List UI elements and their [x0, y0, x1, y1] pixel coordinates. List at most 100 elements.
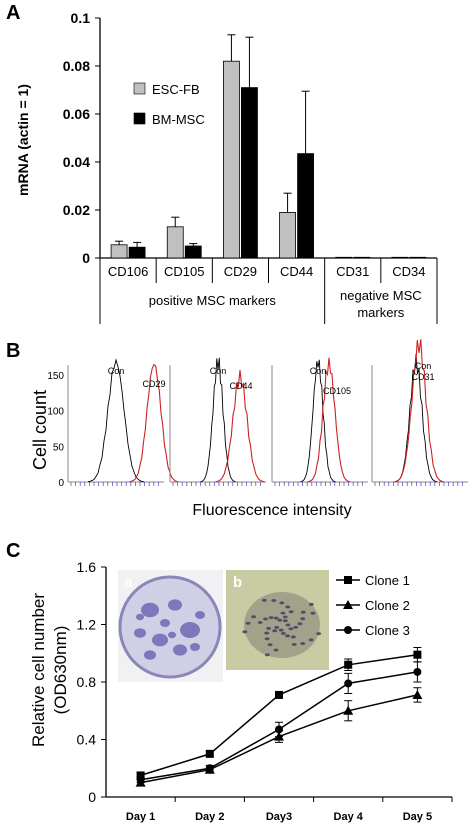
cell-dot — [300, 642, 306, 645]
cell-dot — [277, 618, 283, 622]
group-label-negative: markers — [357, 305, 404, 320]
cell-dot — [278, 628, 284, 632]
colony-blob — [141, 602, 159, 618]
bar — [241, 87, 258, 259]
marker-circle — [205, 764, 214, 773]
cell-dot — [273, 616, 279, 620]
x-tick-label: Day 1 — [126, 811, 155, 823]
marker-histogram-curve — [215, 370, 265, 483]
colony-blob — [144, 650, 156, 660]
cell-dot — [293, 625, 299, 629]
legend-label: BM-MSC — [152, 112, 205, 127]
marker-circle — [344, 679, 353, 688]
y-tick-label: 0.08 — [63, 58, 90, 74]
bar — [391, 256, 409, 259]
marker-label: CD105 — [323, 386, 351, 396]
y-axis-label: Cell count — [30, 390, 50, 470]
legend-swatch — [133, 112, 146, 125]
x-axis-label: Fluorescence intensity — [192, 502, 351, 519]
cell-dot — [291, 643, 297, 646]
cell-dot — [288, 627, 294, 631]
marker-label: CD31 — [411, 372, 434, 382]
colony-blob — [180, 622, 200, 638]
bar-chart-mrna: mRNA (actin = 1) 0 0.02 0.04 0.06 0.08 0.1 ES… — [15, 10, 438, 324]
colony-blob — [168, 631, 176, 639]
cell-dot — [274, 625, 280, 629]
cell-dot — [282, 615, 288, 619]
x-tick-label: Day3 — [266, 811, 292, 823]
axes: 0 0.4 0.8 1.2 1.6 Day 1 Day 2 Day3 Day 4 Day 5 — [77, 559, 453, 823]
marker-circle — [413, 667, 422, 676]
cell-dot — [285, 623, 291, 627]
control-label: Con — [108, 366, 125, 376]
cell-dot — [264, 653, 270, 657]
colony-blob — [173, 644, 187, 656]
marker-circle — [275, 725, 283, 734]
y-tick-label: 0.06 — [63, 106, 90, 122]
cell-dot — [261, 598, 267, 602]
cell-dot — [280, 611, 286, 615]
panel-a-label: A — [6, 2, 21, 24]
y-tick-label: 0.4 — [77, 732, 97, 748]
control-histogram-curve — [300, 359, 336, 483]
cell-dot — [264, 631, 270, 635]
cell-dot — [290, 635, 296, 639]
cell-dot — [245, 621, 251, 625]
x-tick-label: Day 5 — [403, 811, 432, 823]
bar — [297, 153, 314, 259]
category-label: CD106 — [108, 264, 148, 279]
cell-dot — [288, 610, 294, 614]
culture-dish-image — [118, 575, 222, 679]
bar — [223, 60, 240, 259]
flow-histograms: Cell count Fluorescence intensity 0 50 100… — [30, 339, 468, 519]
category-label: CD44 — [280, 264, 313, 279]
inset-label-b: b — [233, 574, 242, 591]
y-tick-label: 50 — [53, 442, 65, 453]
bar — [335, 256, 353, 259]
legend-label: Clone 2 — [365, 598, 410, 613]
category-label: CD31 — [336, 264, 369, 279]
y-tick-label: 0.8 — [77, 674, 97, 690]
colony-blob — [152, 633, 168, 647]
marker-square — [344, 576, 352, 584]
y-tick-label: 0 — [82, 250, 90, 266]
marker-circle — [136, 775, 145, 784]
cell-dot — [285, 605, 291, 609]
cell-colony-image — [244, 592, 320, 658]
legend-label: ESC-FB — [152, 82, 200, 97]
cell-dot — [242, 630, 248, 634]
bars — [110, 34, 427, 259]
group-label-negative: negative MSC — [340, 288, 422, 303]
y-tick-label: 1.2 — [77, 617, 97, 633]
group-label-positive: positive MSC markers — [149, 293, 277, 308]
cell-dot — [297, 622, 303, 626]
cell-dot — [263, 617, 268, 621]
legend-label: Clone 1 — [365, 573, 410, 588]
category-table: CD106 CD105 CD29 CD44 CD31 CD34 positive MSC m… — [99, 258, 438, 324]
colony-blob — [134, 628, 146, 638]
x-tick-label: Day 2 — [195, 811, 224, 823]
y-axis-label-line-1: Relative cell number — [29, 593, 48, 747]
colony-blob — [168, 599, 182, 611]
cell-dot — [279, 601, 285, 605]
cell-dot — [310, 611, 316, 615]
marker-triangle — [343, 705, 354, 715]
colony-blob — [160, 619, 170, 627]
marker-square — [413, 650, 422, 659]
control-histogram-curve — [87, 358, 145, 483]
series-lines — [135, 647, 423, 787]
bar — [128, 246, 146, 259]
cell-dot — [308, 602, 314, 606]
control-label: Con — [415, 361, 432, 371]
cell-dot — [280, 631, 286, 635]
legend: ESC-FB BM-MSC — [133, 82, 205, 127]
bar — [184, 245, 202, 259]
colony-blob — [190, 643, 200, 651]
bar — [110, 244, 128, 259]
control-histogram-curve — [200, 357, 236, 483]
category-label: CD34 — [392, 264, 425, 279]
marker-square — [205, 749, 214, 758]
